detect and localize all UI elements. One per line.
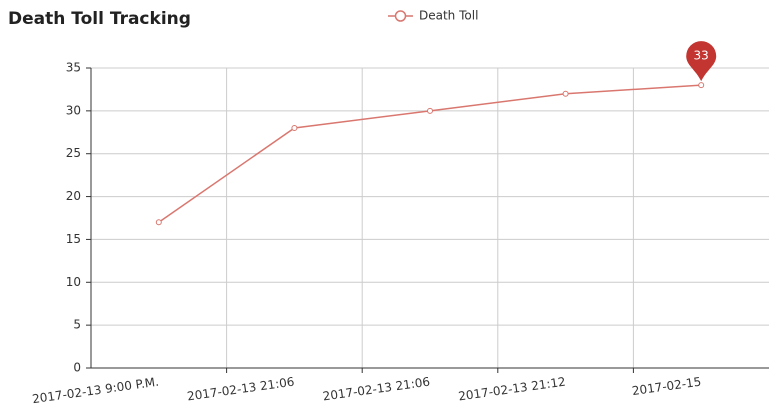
y-tick-label: 15 — [66, 232, 81, 246]
max-pin — [686, 41, 717, 82]
chart-title: Death Toll Tracking — [8, 9, 191, 29]
x-tick-label: 2017-02-13 9:00 P.M. — [31, 375, 159, 407]
x-tick-label: 2017-02-13 21:12 — [457, 375, 566, 404]
y-tick-label: 0 — [73, 361, 81, 375]
point — [562, 90, 569, 97]
x-tick-label: 2017-02-13 21:06 — [186, 375, 295, 404]
point — [291, 125, 298, 131]
y-tick-label: 10 — [66, 275, 81, 289]
y-tick-label: 25 — [66, 146, 81, 160]
max-marker: 33 — [686, 41, 717, 82]
y-tick-label: 30 — [66, 103, 81, 117]
legend-label: Death Toll — [419, 9, 478, 23]
x-tick-label: 2017-02-13 21:06 — [322, 375, 431, 404]
point — [427, 107, 433, 114]
y-tick-label: 35 — [66, 61, 81, 75]
point — [698, 82, 705, 89]
x-tick-label: 2017-02-15 — [631, 375, 702, 399]
y-tick-label: 5 — [73, 318, 81, 332]
point — [155, 219, 162, 226]
max-label: 33 — [694, 49, 709, 63]
y-tick-label: 20 — [66, 189, 81, 203]
legend-icon — [394, 10, 407, 22]
